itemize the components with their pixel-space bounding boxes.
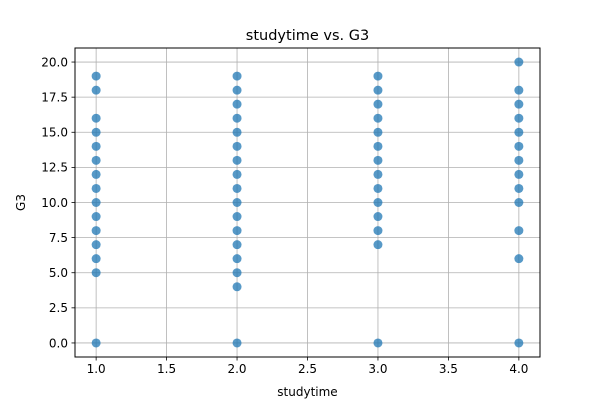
data-point <box>373 155 383 165</box>
y-tick-label: 7.5 <box>49 231 68 245</box>
x-tick-label: 4.0 <box>509 362 528 376</box>
data-point <box>514 99 524 109</box>
data-point <box>514 338 524 348</box>
data-point <box>514 183 524 193</box>
data-point <box>514 155 524 165</box>
data-point <box>91 141 101 151</box>
x-tick-label: 3.0 <box>368 362 387 376</box>
data-point <box>514 57 524 67</box>
data-point <box>91 198 101 207</box>
y-tick-label: 20.0 <box>41 55 68 69</box>
data-point <box>232 212 242 222</box>
data-point <box>373 99 383 109</box>
data-point <box>373 71 383 81</box>
x-axis-label: studytime <box>277 385 337 399</box>
data-point <box>373 169 383 179</box>
data-point <box>373 240 383 250</box>
data-point <box>91 212 101 222</box>
y-tick-label: 17.5 <box>41 90 68 104</box>
y-tick-label: 15.0 <box>41 126 68 140</box>
data-point <box>373 226 383 236</box>
data-point <box>91 226 101 236</box>
y-tick-label: 0.0 <box>49 336 68 350</box>
y-axis-ticks: 0.0 2.5 5.0 7.5 10.0 12.5 15.0 17.5 20.0 <box>41 55 75 350</box>
data-point <box>514 169 524 179</box>
data-point <box>373 113 383 123</box>
chart-title: studytime vs. G3 <box>246 28 369 44</box>
x-tick-label: 3.5 <box>439 362 458 376</box>
data-point <box>91 127 101 137</box>
y-tick-label: 12.5 <box>41 161 68 175</box>
data-point <box>514 85 524 95</box>
x-tick-label: 2.0 <box>227 362 246 376</box>
data-point <box>373 127 383 137</box>
data-point <box>514 141 524 151</box>
data-point <box>232 71 242 81</box>
data-point <box>232 254 242 264</box>
data-point <box>514 127 524 137</box>
data-point <box>91 85 101 95</box>
y-tick-label: 2.5 <box>49 301 68 315</box>
data-point <box>91 338 101 348</box>
data-point <box>514 254 524 264</box>
y-axis-label: G3 <box>14 194 28 211</box>
data-point <box>91 113 101 123</box>
data-point <box>232 127 242 137</box>
data-point <box>373 183 383 193</box>
data-point <box>91 268 101 278</box>
data-point <box>232 240 242 250</box>
data-point <box>514 226 524 236</box>
data-point <box>91 155 101 165</box>
data-point <box>232 155 242 165</box>
data-point <box>232 183 242 193</box>
data-point <box>232 282 242 292</box>
data-point <box>514 198 524 207</box>
data-point <box>232 226 242 236</box>
data-point <box>91 169 101 179</box>
data-point <box>232 99 242 109</box>
data-point <box>232 169 242 179</box>
y-tick-label: 5.0 <box>49 266 68 280</box>
data-point <box>232 85 242 95</box>
data-point <box>373 141 383 151</box>
data-point <box>232 113 242 123</box>
data-point <box>373 212 383 222</box>
x-tick-label: 1.5 <box>157 362 176 376</box>
data-point <box>91 240 101 250</box>
x-tick-label: 1.0 <box>87 362 106 376</box>
data-point <box>232 141 242 151</box>
data-point <box>91 254 101 264</box>
y-tick-label: 10.0 <box>41 196 68 210</box>
data-point <box>373 338 383 348</box>
data-point <box>232 338 242 348</box>
data-point <box>514 113 524 123</box>
data-point <box>91 71 101 81</box>
data-point <box>91 183 101 193</box>
x-tick-label: 2.5 <box>298 362 317 376</box>
data-points <box>91 57 524 348</box>
x-axis-ticks: 1.0 1.5 2.0 2.5 3.0 3.5 4.0 <box>87 357 528 376</box>
data-point <box>373 85 383 95</box>
data-point <box>232 198 242 207</box>
data-point <box>373 198 383 207</box>
data-point <box>232 268 242 278</box>
